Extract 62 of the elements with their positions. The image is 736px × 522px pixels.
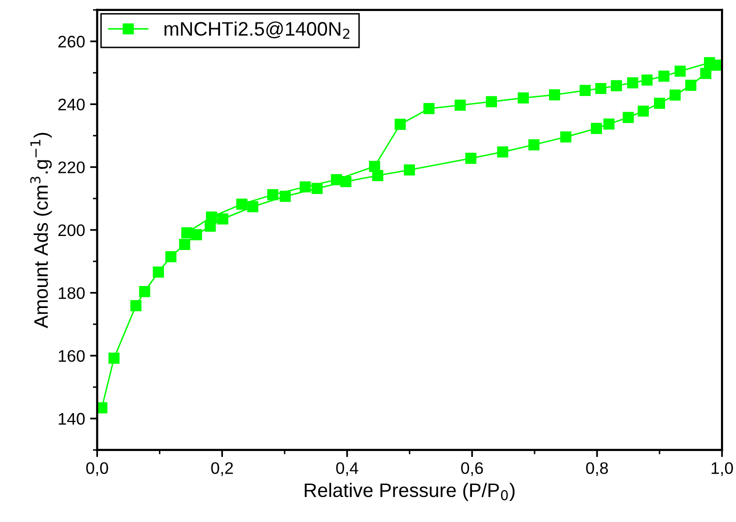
legend-label: mNCHTi2.5@1400N$_{2}$ xyxy=(164,21,350,39)
point xyxy=(670,90,681,101)
point xyxy=(181,227,192,238)
y-tick-label: 140 xyxy=(58,412,85,425)
point xyxy=(179,238,190,250)
point xyxy=(465,152,476,164)
point xyxy=(130,300,142,312)
point xyxy=(486,96,497,108)
point xyxy=(108,352,120,364)
point xyxy=(590,122,602,134)
point xyxy=(206,212,218,223)
x-tick-label: 0,6 xyxy=(461,462,483,476)
point xyxy=(280,190,291,202)
point xyxy=(638,106,649,117)
point xyxy=(700,68,712,79)
y-tick-label: 180 xyxy=(58,287,85,300)
point xyxy=(674,66,686,77)
x-tick-label: 0,2 xyxy=(211,462,233,476)
point xyxy=(454,100,466,111)
point xyxy=(603,118,614,130)
point xyxy=(165,251,176,262)
point xyxy=(518,92,529,104)
point xyxy=(97,402,108,414)
point xyxy=(152,266,164,278)
y-tick-label: 200 xyxy=(58,224,85,236)
point xyxy=(372,170,384,182)
point xyxy=(610,80,622,92)
x-tick-label: 0,0 xyxy=(86,462,108,476)
point xyxy=(704,57,716,68)
point xyxy=(330,174,342,186)
point xyxy=(404,164,415,176)
point xyxy=(300,181,311,192)
x-tick-label: 1,0 xyxy=(712,462,733,476)
point xyxy=(658,70,670,82)
point xyxy=(369,160,380,172)
y-tick-label: 220 xyxy=(58,161,85,174)
y-axis-title: Amount Ads (cm$^{3}$.g$^{−1}$) xyxy=(30,132,52,328)
point xyxy=(247,201,258,212)
point xyxy=(622,112,634,123)
point xyxy=(312,182,323,194)
y-tick-label: 260 xyxy=(58,36,85,48)
point xyxy=(580,84,591,96)
y-tick-label: 240 xyxy=(58,98,85,110)
x-tick-label: 0,8 xyxy=(586,462,608,476)
point xyxy=(497,146,508,158)
point xyxy=(236,198,248,210)
y-tick-label: 160 xyxy=(58,350,85,362)
point xyxy=(139,286,150,298)
point xyxy=(267,189,278,200)
point xyxy=(528,139,540,150)
point xyxy=(423,103,435,114)
point xyxy=(217,213,228,224)
x-axis-title: Relative Pressure (P/P$_{0}$) xyxy=(304,482,515,501)
point xyxy=(627,77,638,88)
point xyxy=(654,98,666,109)
point xyxy=(595,82,606,94)
point xyxy=(560,131,572,142)
point xyxy=(641,74,653,86)
point xyxy=(685,80,696,91)
point xyxy=(548,89,560,100)
x-tick-label: 0,4 xyxy=(336,462,358,476)
point xyxy=(394,118,406,130)
